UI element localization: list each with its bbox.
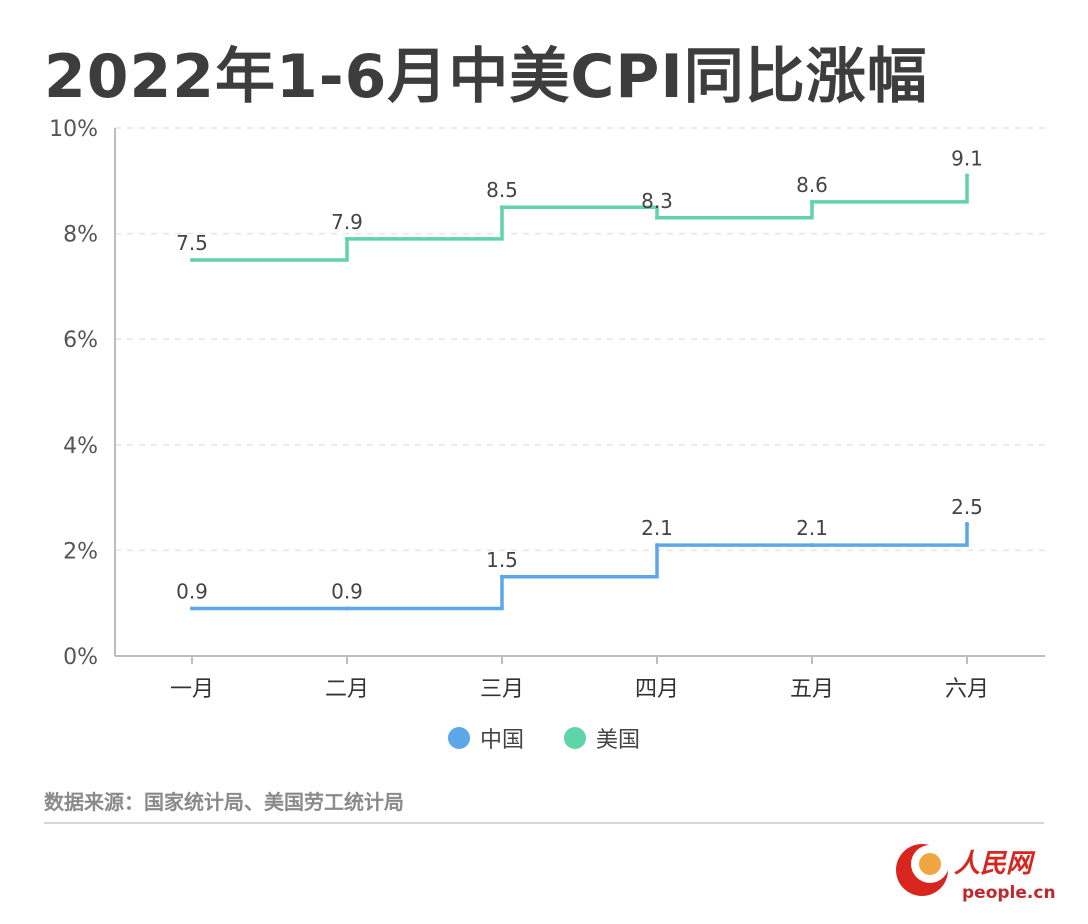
y-tick-label-3: 6% (63, 328, 98, 353)
data-label-usa-2: 8.5 (486, 178, 518, 202)
data-label-china-4: 2.1 (796, 516, 828, 540)
x-tick-label-0: 一月 (170, 677, 214, 702)
data-point-usa-2 (500, 205, 504, 210)
data-point-usa-0 (190, 258, 194, 262)
y-tick-label-0: 0% (63, 645, 98, 670)
data-point-usa-1 (345, 236, 349, 241)
data-point-china-5 (965, 522, 969, 526)
data-label-china-0: 0.9 (176, 579, 208, 603)
y-tick-label-4: 8% (63, 223, 98, 248)
logo-name-text: 人民网 (954, 849, 1036, 879)
x-tick-label-3: 四月 (635, 677, 679, 702)
data-label-usa-5: 9.1 (951, 147, 983, 171)
x-tick-label-4: 五月 (790, 677, 834, 702)
y-tick-label-1: 2% (63, 539, 98, 564)
people-cn-logo: 人民网 people.cn (896, 844, 1056, 903)
data-point-china-1 (345, 606, 349, 611)
legend-china-label: 中国 (479, 728, 524, 753)
data-point-china-3 (655, 543, 659, 548)
data-label-usa-3: 8.3 (641, 189, 673, 213)
series-line-usa (192, 175, 969, 262)
legend-usa-dot-icon (564, 727, 586, 749)
page-title: 2022年1-6月中美CPI同比涨幅 (44, 42, 928, 112)
data-label-usa-4: 8.6 (796, 173, 828, 197)
legend-usa-label: 美国 (596, 728, 641, 753)
data-label-china-5: 2.5 (951, 495, 983, 519)
data-point-china-4 (810, 543, 814, 548)
data-label-usa-0: 7.5 (176, 231, 208, 255)
y-tick-label-2: 4% (63, 434, 98, 459)
data-point-usa-4 (810, 199, 814, 204)
data-label-china-1: 0.9 (331, 579, 363, 603)
x-tick-label-2: 三月 (480, 677, 524, 702)
data-label-china-3: 2.1 (641, 516, 673, 540)
legend-china-dot-icon (447, 727, 470, 749)
x-tick-label-1: 二月 (325, 677, 369, 702)
logo-domain-text: people.cn (962, 883, 1056, 903)
data-source-note: 数据来源：国家统计局、美国劳工统计局 (44, 790, 404, 814)
data-point-usa-5 (965, 173, 969, 178)
series-line-china (192, 524, 969, 611)
data-point-china-0 (190, 606, 194, 611)
data-point-china-2 (500, 574, 504, 579)
data-point-usa-3 (655, 215, 659, 220)
data-label-usa-1: 7.9 (331, 210, 363, 234)
data-label-china-2: 1.5 (486, 548, 518, 572)
chart-legend: 中国 美国 (0, 722, 1088, 754)
x-tick-label-5: 六月 (945, 677, 989, 702)
legend-item-usa[interactable]: 美国 (564, 722, 640, 754)
legend-item-china[interactable]: 中国 (447, 722, 524, 754)
source-divider (44, 822, 1044, 824)
y-tick-label-5: 10% (49, 117, 98, 142)
people-cn-emblem-icon (896, 844, 949, 896)
